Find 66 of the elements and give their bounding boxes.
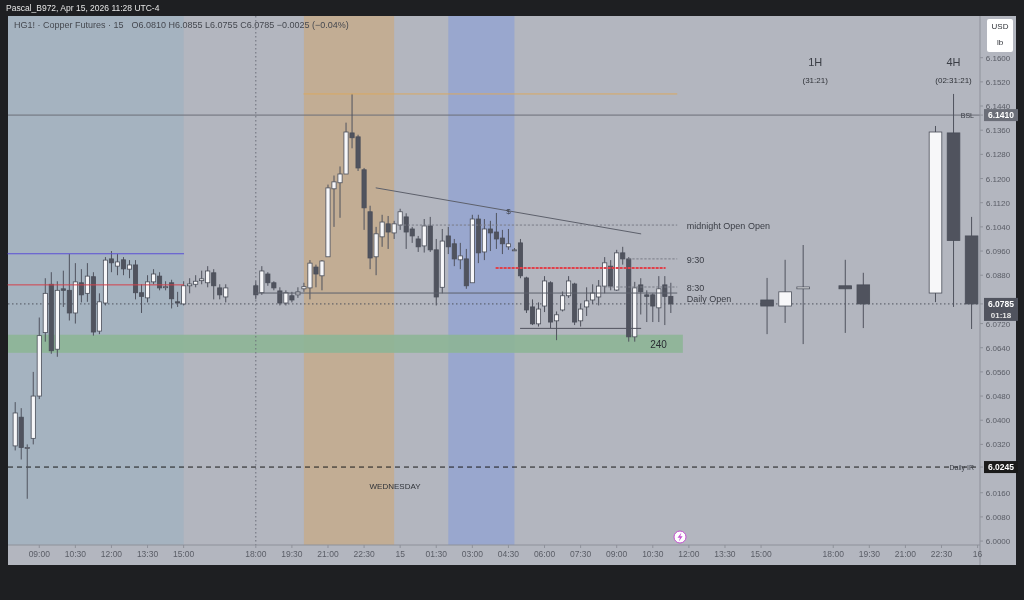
x-tick-label: 19:30	[858, 549, 881, 559]
text: 4H	[946, 56, 961, 68]
y-tick-label: 6.0960	[985, 247, 1011, 257]
x-tick-label: 12:00	[100, 549, 123, 559]
x-tick-label: 13:30	[136, 549, 159, 559]
y-tick-label: 6.1520	[985, 77, 1011, 87]
annotation: WEDNESDAY	[369, 482, 422, 491]
text: lb	[996, 38, 1004, 47]
y-tick-label: 6.0560	[985, 367, 1011, 377]
candlestick	[856, 272, 871, 329]
x-tick-label: 10:30	[642, 549, 664, 559]
y-tick-label: 6.0640	[985, 343, 1011, 353]
y-tick-label: 6.0000	[985, 537, 1011, 547]
x-tick-label: 21:00	[317, 549, 339, 559]
x-tick-label: 16	[972, 549, 983, 559]
y-tick-label: 6.0400	[985, 416, 1011, 426]
y-tick-label: 6.1360	[985, 126, 1011, 136]
y-tick-label: 6.1200	[985, 174, 1011, 184]
x-tick-label: 19:30	[281, 549, 303, 559]
series-label: midnight Open Open	[686, 221, 770, 232]
x-tick-label: 03:00	[461, 549, 484, 559]
y-tick-label: 6.1600	[985, 53, 1011, 63]
x-tick-label: 21:00	[894, 549, 917, 559]
y-tick-label: 6.1120	[986, 198, 1011, 208]
x-tick-label: 12:00	[678, 549, 700, 559]
x-tick-label: 22:30	[930, 549, 953, 559]
annotation: $	[506, 206, 512, 216]
y-tick-label: 6.0080	[985, 512, 1011, 522]
x-tick-label: 06:00	[533, 549, 556, 559]
series-label: 9:30	[686, 254, 705, 265]
x-tick-label: 09:00	[606, 549, 628, 559]
y-tick-label: 6.0880	[985, 271, 1011, 281]
x-tick-label: 15:00	[750, 549, 772, 559]
y-tick-label: 6.0245	[988, 462, 1015, 473]
y-tick-label: 6.0320	[985, 440, 1011, 450]
y-tick-label: 6.0720	[985, 319, 1011, 329]
x-tick-label: 01:30	[425, 549, 448, 559]
x-tick-label: 18:00	[245, 549, 267, 559]
y-tick-label: 6.1040	[985, 222, 1011, 232]
y-tick-label: 6.1280	[985, 150, 1011, 160]
y-tick-label: 6.1410	[988, 110, 1015, 121]
x-tick-label: 09:00	[28, 549, 51, 559]
series-label: Daily Open	[686, 294, 732, 304]
text: Pascal_B972, Apr 15, 2026 11:28 UTC-4	[6, 3, 160, 13]
y-tick-label: 6.0480	[985, 392, 1011, 402]
chart-title: HG1! · Copper Futures · 15	[14, 20, 124, 30]
band-label: 240	[650, 338, 668, 350]
x-tick-label: 15:00	[172, 549, 195, 559]
annotation: (31:21)	[802, 76, 829, 85]
text: 1H	[808, 56, 823, 68]
x-tick-label: 04:30	[497, 549, 520, 559]
text: USD	[991, 22, 1009, 31]
candlestick	[760, 277, 774, 335]
text: 01:18	[990, 310, 1012, 320]
y-tick-label: 6.0785	[988, 298, 1015, 309]
series-label: 8:30	[686, 283, 705, 293]
chart-subtitle: O6.0810 H6.0855 L6.0755 C6.0785 −0.0025 (−0.04%)	[131, 20, 349, 30]
annotation: (02:31:21)	[935, 76, 973, 85]
y-tick-label: 6.0160	[985, 488, 1011, 498]
x-tick-label: 22:30	[353, 549, 375, 559]
x-tick-label: 15	[395, 549, 406, 559]
y-tick-label: 6.1440	[985, 102, 1011, 112]
x-tick-label: 07:30	[569, 549, 592, 559]
x-tick-label: 10:30	[64, 549, 87, 559]
x-tick-label: 18:00	[822, 549, 845, 559]
x-tick-label: 13:30	[714, 549, 736, 559]
